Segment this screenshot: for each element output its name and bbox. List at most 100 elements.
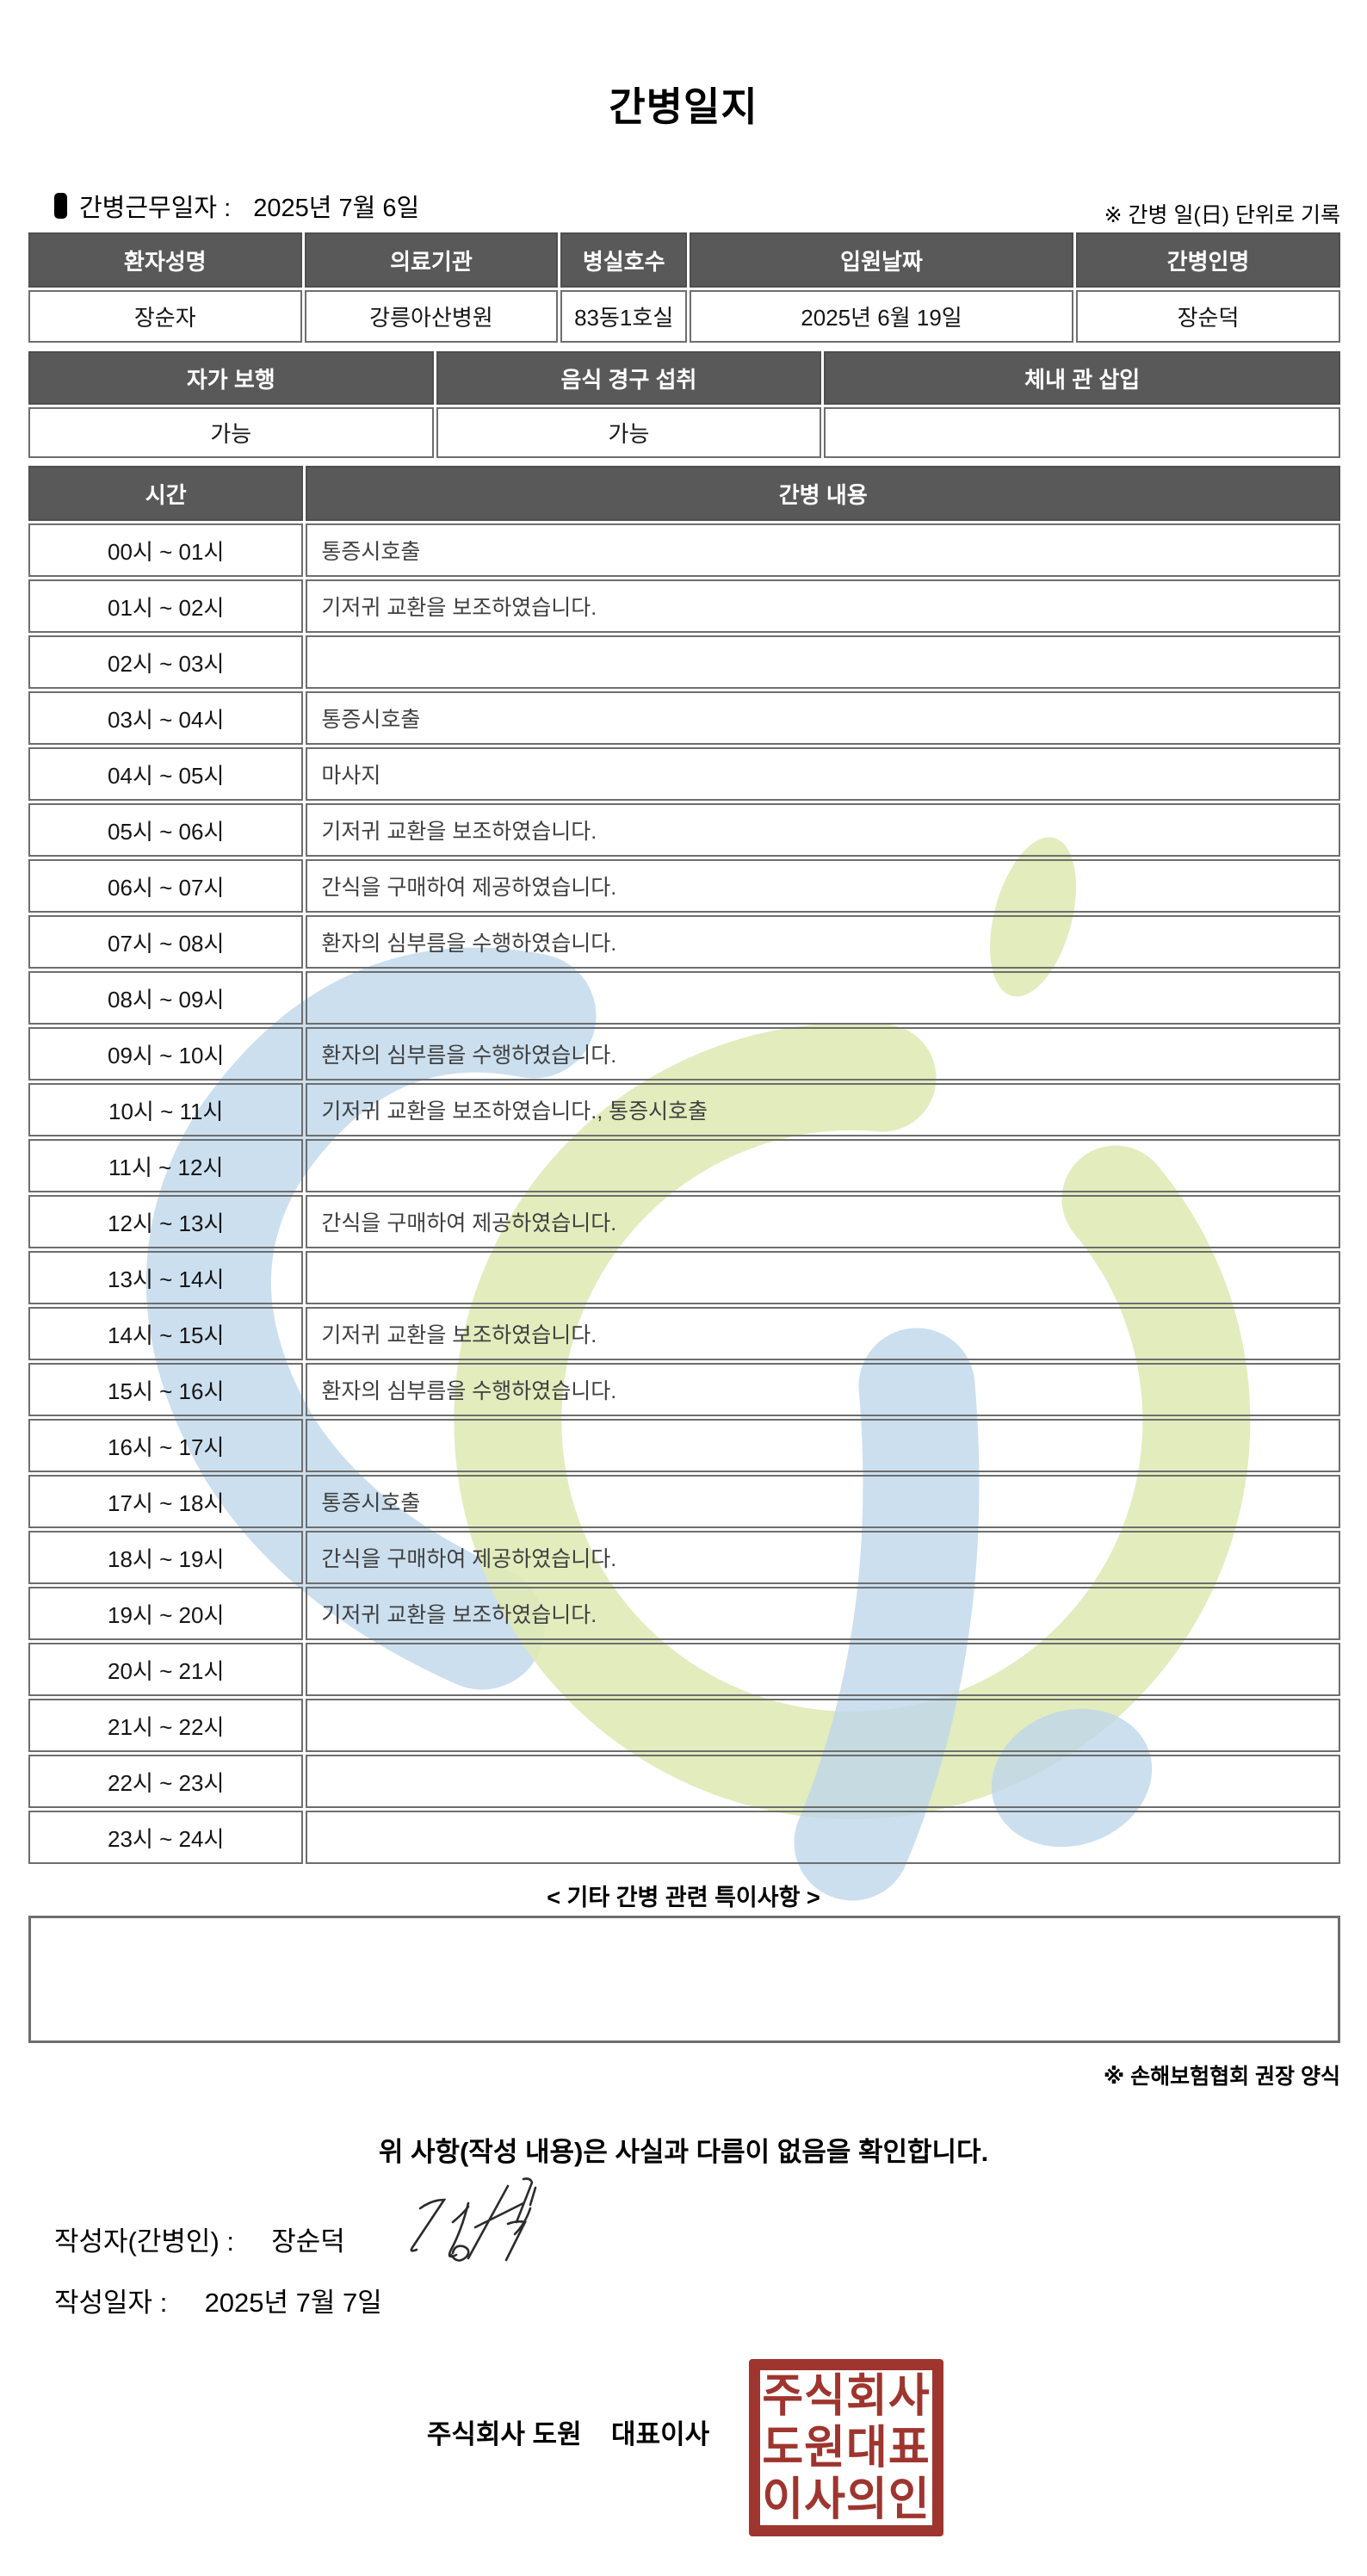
care-content-cell: 마사지: [306, 747, 1340, 801]
hospital-value: 강릉아산병원: [304, 290, 559, 343]
time-slot-cell: 06시 ~ 07시: [28, 859, 304, 913]
care-content-cell: 기저귀 교환을 보조하였습니다., 통증시호출: [306, 1083, 1340, 1136]
care-log-row: 04시 ~ 05시 마사지: [28, 747, 1340, 801]
care-log-row: 02시 ~ 03시: [28, 635, 1340, 689]
care-content-cell: 기저귀 교환을 보조하였습니다.: [306, 803, 1340, 857]
care-log-row: 16시 ~ 17시: [28, 1419, 1340, 1472]
care-content-cell: 기저귀 교환을 보조하였습니다.: [306, 1307, 1340, 1360]
care-content-cell: [306, 1811, 1340, 1864]
care-log-row: 00시 ~ 01시 통증시호출: [28, 523, 1340, 577]
care-log-row: 19시 ~ 20시 기저귀 교환을 보조하였습니다.: [28, 1587, 1340, 1640]
care-log-row: 21시 ~ 22시: [28, 1699, 1340, 1752]
unit-note: ※ 간병 일(日) 단위로 기록: [1104, 203, 1340, 227]
patient-name-header: 환자성명: [28, 232, 302, 288]
time-slot-cell: 12시 ~ 13시: [28, 1195, 304, 1248]
time-slot-cell: 05시 ~ 06시: [28, 803, 304, 857]
time-slot-cell: 04시 ~ 05시: [28, 747, 304, 801]
care-content-cell: 통증시호출: [306, 523, 1340, 577]
room-header: 병실호수: [560, 232, 687, 288]
time-slot-cell: 11시 ~ 12시: [28, 1139, 304, 1192]
time-column-header: 시간: [28, 466, 304, 521]
self-walking-value: 가능: [28, 407, 434, 458]
care-content-cell: 간식을 구매하여 제공하였습니다.: [306, 1195, 1340, 1248]
time-slot-cell: 01시 ~ 02시: [28, 579, 304, 633]
work-date-label: 간병근무일자 :: [79, 195, 232, 222]
care-log-row: 15시 ~ 16시 환자의 심부름을 수행하였습니다.: [28, 1363, 1340, 1416]
hospital-header: 의료기관: [304, 232, 559, 288]
stamp-line-1: 주식회사: [762, 2370, 931, 2422]
written-date-value: 2025년 7월 7일: [204, 2288, 382, 2318]
care-content-cell: [306, 1755, 1340, 1808]
time-slot-cell: 13시 ~ 14시: [28, 1251, 304, 1304]
stamp-line-2: 도원대표: [762, 2422, 931, 2474]
care-log-row: 17시 ~ 18시 통증시호출: [28, 1475, 1340, 1528]
page-title: 간병일지: [609, 84, 758, 129]
care-log-row: 12시 ~ 13시 간식을 구매하여 제공하였습니다.: [28, 1195, 1340, 1248]
written-date-line: 작성일자 : 2025년 7월 7일: [54, 2281, 382, 2319]
time-slot-cell: 07시 ~ 08시: [28, 915, 304, 969]
care-log-row: 09시 ~ 10시 환자의 심부름을 수행하였습니다.: [28, 1027, 1340, 1081]
written-date-label: 작성일자 :: [54, 2288, 168, 2318]
insurance-form-note: ※ 손해보험협회 권장 양식: [1103, 2065, 1340, 2089]
time-slot-cell: 22시 ~ 23시: [28, 1755, 304, 1808]
time-slot-cell: 19시 ~ 20시: [28, 1587, 304, 1640]
confirmation-statement: 위 사항(작성 내용)은 사실과 다름이 없음을 확인합니다.: [378, 2137, 989, 2167]
admission-date-value: 2025년 6월 19일: [690, 290, 1074, 343]
room-value: 83동1호실: [560, 290, 687, 343]
care-content-cell: [306, 1643, 1340, 1696]
work-date-value: 2025년 7월 6일: [253, 195, 420, 222]
caregiver-signature: [410, 2177, 537, 2262]
tube-insertion-header: 체내 관 삽입: [824, 351, 1340, 405]
care-table-body: 00시 ~ 01시 통증시호출 01시 ~ 02시 기저귀 교환을 보조하였습니…: [28, 523, 1340, 1864]
caregiver-name-header: 간병인명: [1076, 232, 1340, 288]
care-content-cell: [306, 635, 1340, 689]
care-log-row: 03시 ~ 04시 통증시호출: [28, 691, 1340, 745]
writer-line: 작성자(간병인) : 장순덕: [54, 2220, 345, 2258]
self-walking-header: 자가 보행: [28, 351, 434, 405]
patient-status-table: 자가 보행 음식 경구 섭취 체내 관 삽입 가능 가능: [26, 349, 1343, 461]
time-slot-cell: 09시 ~ 10시: [28, 1027, 304, 1081]
oral-intake-header: 음식 경구 섭취: [436, 351, 822, 405]
care-log-row: 07시 ~ 08시 환자의 심부름을 수행하였습니다.: [28, 915, 1340, 969]
care-log-row: 06시 ~ 07시 간식을 구매하여 제공하였습니다.: [28, 859, 1340, 913]
company-ceo-line: 주식회사 도원 대표이사: [426, 2419, 710, 2449]
care-content-cell: 통증시호출: [306, 1475, 1340, 1528]
care-log-row: 13시 ~ 14시: [28, 1251, 1340, 1304]
time-slot-cell: 00시 ~ 01시: [28, 523, 304, 577]
special-notes-box: [28, 1916, 1340, 2043]
time-slot-cell: 14시 ~ 15시: [28, 1307, 304, 1360]
time-slot-cell: 02시 ~ 03시: [28, 635, 304, 689]
care-content-cell: [306, 1699, 1340, 1752]
care-content-cell: [306, 1139, 1340, 1192]
care-log-row: 14시 ~ 15시 기저귀 교환을 보조하였습니다.: [28, 1307, 1340, 1360]
care-log-row: 01시 ~ 02시 기저귀 교환을 보조하였습니다.: [28, 579, 1340, 633]
care-content-cell: 환자의 심부름을 수행하였습니다.: [306, 1027, 1340, 1081]
work-date-line: 간병근무일자 : 2025년 7월 6일: [54, 188, 419, 224]
tube-insertion-value: [824, 407, 1340, 458]
care-content-cell: 통증시호출: [306, 691, 1340, 745]
care-log-row: 23시 ~ 24시: [28, 1811, 1340, 1864]
corporate-seal-stamp: 주식회사 도원대표 이사의인: [749, 2359, 943, 2536]
care-content-cell: 기저귀 교환을 보조하였습니다.: [306, 579, 1340, 633]
special-notes-heading: < 기타 간병 관련 특이사항 >: [547, 1885, 820, 1910]
care-log-row: 05시 ~ 06시 기저귀 교환을 보조하였습니다.: [28, 803, 1340, 857]
time-slot-cell: 21시 ~ 22시: [28, 1699, 304, 1752]
time-slot-cell: 15시 ~ 16시: [28, 1363, 304, 1416]
time-slot-cell: 16시 ~ 17시: [28, 1419, 304, 1472]
care-content-cell: 간식을 구매하여 제공하였습니다.: [306, 1531, 1340, 1584]
time-slot-cell: 20시 ~ 21시: [28, 1643, 304, 1696]
care-log-row: 08시 ~ 09시: [28, 971, 1340, 1025]
care-content-column-header: 간병 내용: [306, 466, 1340, 521]
writer-name: 장순덕: [271, 2226, 345, 2257]
care-content-cell: 기저귀 교환을 보조하였습니다.: [306, 1587, 1340, 1640]
square-bullet-icon: [54, 193, 67, 219]
time-slot-cell: 08시 ~ 09시: [28, 971, 304, 1025]
care-content-cell: [306, 1419, 1340, 1472]
caregiver-name-value: 장순덕: [1076, 290, 1340, 343]
care-log-row: 10시 ~ 11시 기저귀 교환을 보조하였습니다., 통증시호출: [28, 1083, 1340, 1136]
care-log-row: 22시 ~ 23시: [28, 1755, 1340, 1808]
care-content-cell: [306, 1251, 1340, 1304]
care-content-cell: 환자의 심부름을 수행하였습니다.: [306, 915, 1340, 969]
stamp-line-3: 이사의인: [762, 2474, 931, 2525]
